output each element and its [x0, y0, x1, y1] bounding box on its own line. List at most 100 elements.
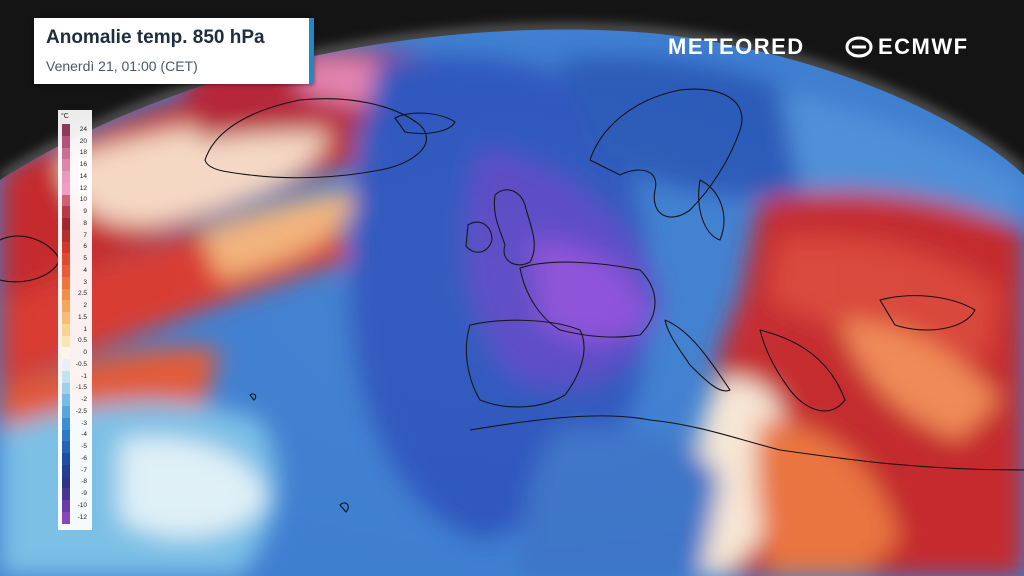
legend-step: 6 [62, 241, 88, 254]
legend-swatch [62, 229, 70, 242]
map-timestamp: Venerdì 21, 01:00 (CET) [46, 58, 198, 74]
legend-unit: °C [61, 113, 69, 120]
ecmwf-swirl-icon [845, 36, 873, 58]
legend-step: -2.5 [62, 406, 88, 418]
legend-label: 6 [83, 243, 87, 251]
legend-step: 7 [62, 229, 88, 242]
legend-swatch [62, 194, 70, 207]
legend-step: 12 [62, 182, 88, 195]
ecmwf-text: ECMWF [878, 34, 969, 59]
legend-swatch [62, 147, 70, 160]
legend-swatch [62, 417, 70, 430]
legend-step: -1 [62, 370, 88, 383]
legend-swatch [62, 182, 70, 195]
legend-step: 24 [62, 124, 88, 136]
legend-step: -8 [62, 476, 88, 489]
legend-label: 24 [79, 125, 87, 133]
legend-label: 18 [79, 149, 87, 157]
legend-swatch [62, 253, 70, 265]
legend-step: 16 [62, 159, 88, 171]
legend-label: 12 [79, 184, 87, 192]
legend-step: 9 [62, 206, 88, 218]
legend-label: -2 [81, 396, 87, 404]
legend-step: -2 [62, 394, 88, 406]
legend-label: 1.5 [77, 313, 87, 321]
meteored-logo: METEORED [668, 34, 805, 59]
legend-step: -6 [62, 453, 88, 465]
legend-step: 5 [62, 253, 88, 265]
legend-label: -9 [81, 490, 87, 498]
legend-swatch [62, 124, 70, 136]
legend-step: 1 [62, 323, 88, 336]
legend-label: 10 [79, 196, 87, 204]
legend-step: 20 [62, 135, 88, 148]
legend-label: -7 [81, 466, 87, 474]
legend-swatch [62, 241, 70, 254]
legend-label: 4 [83, 266, 87, 274]
legend-label: -2.5 [75, 407, 87, 415]
legend-step: 2 [62, 300, 88, 312]
legend-label: 3 [83, 278, 87, 286]
legend-swatch [62, 323, 70, 336]
legend-swatch [62, 406, 70, 418]
legend-step: 10 [62, 194, 88, 207]
legend-label: -1.5 [75, 384, 87, 392]
legend-label: -4 [81, 431, 87, 439]
legend-step: -12 [62, 511, 88, 524]
legend-swatch [62, 476, 70, 489]
legend-swatch [62, 159, 70, 171]
legend-label: -10 [77, 501, 87, 509]
legend-swatch [62, 429, 70, 442]
legend-label: 2 [83, 302, 87, 310]
legend-step: 3 [62, 276, 88, 289]
legend-swatch [62, 500, 70, 512]
legend-label: 0 [83, 349, 87, 357]
legend-swatch [62, 359, 70, 371]
legend-swatch [62, 312, 70, 324]
legend-swatch [62, 347, 70, 359]
legend-step: -4 [62, 429, 88, 442]
legend-step: 4 [62, 265, 88, 277]
legend-swatch [62, 441, 70, 453]
legend-step: 0.5 [62, 335, 88, 348]
legend-swatch [62, 394, 70, 406]
legend-swatch [62, 276, 70, 289]
legend-swatch [62, 511, 70, 524]
legend-label: 9 [83, 208, 87, 216]
legend-step: 8 [62, 218, 88, 230]
legend-swatch [62, 206, 70, 218]
legend-swatch [62, 488, 70, 500]
legend-label: -12 [77, 513, 87, 521]
legend-step: -5 [62, 441, 88, 453]
legend-step: -7 [62, 464, 88, 477]
legend-step: -1.5 [62, 382, 88, 395]
legend-ticks: 24 20 18 16 14 12 10 9 8 7 6 5 4 3 2.5 2 1.5 1 0.5 0 -0.5 -1 -… [62, 124, 88, 524]
legend-label: 2.5 [77, 290, 87, 298]
legend-label: 7 [83, 231, 87, 239]
ecmwf-logo: ECMWF [844, 34, 969, 60]
legend-label: 14 [79, 172, 87, 180]
legend-step: 18 [62, 147, 88, 160]
legend-label: -5 [81, 443, 87, 451]
legend-step: 1.5 [62, 312, 88, 324]
legend-label: 5 [83, 255, 87, 263]
legend-swatch [62, 464, 70, 477]
legend-swatch [62, 335, 70, 348]
legend-step: 0 [62, 347, 88, 359]
legend-label: -0.5 [75, 360, 87, 368]
legend-label: 0.5 [77, 337, 87, 345]
legend-swatch [62, 382, 70, 395]
legend-step: 2.5 [62, 288, 88, 301]
legend-label: 8 [83, 219, 87, 227]
legend-step: -10 [62, 500, 88, 512]
map-title-card: Anomalie temp. 850 hPa Venerdì 21, 01:00… [34, 18, 314, 84]
legend-label: -6 [81, 454, 87, 462]
legend-swatch [62, 265, 70, 277]
legend-swatch [62, 135, 70, 148]
legend-swatch [62, 288, 70, 301]
legend-swatch [62, 218, 70, 230]
legend-label: 20 [79, 137, 87, 145]
